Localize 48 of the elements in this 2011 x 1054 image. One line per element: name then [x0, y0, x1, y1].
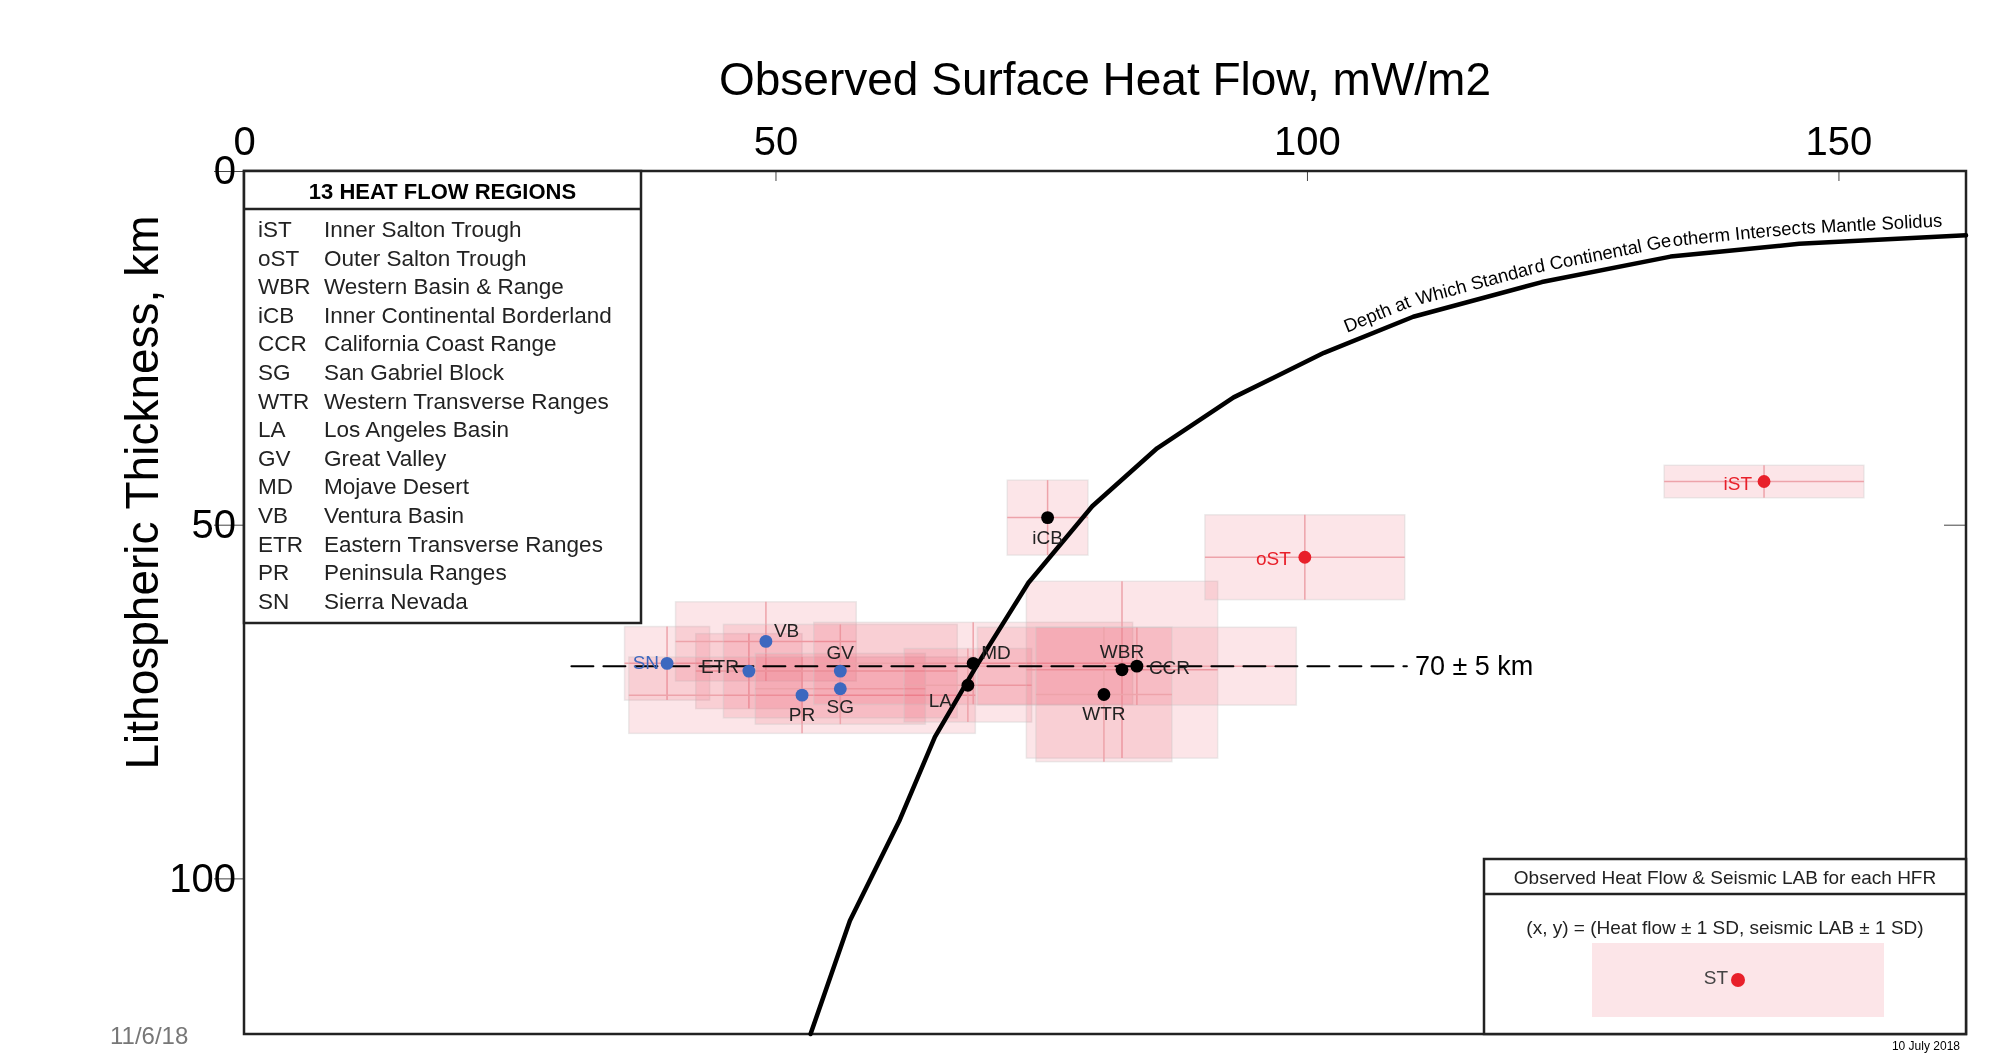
data-label: WBR [1099, 640, 1145, 662]
x-tick-label: 100 [1274, 119, 1341, 163]
x-tick-label: 50 [753, 119, 799, 163]
text: GV Great Valley [258, 445, 447, 471]
text: SN Sierra Nevada [258, 588, 468, 614]
text: PR Peninsula Ranges [258, 560, 507, 586]
data-label: LA [928, 690, 953, 712]
point [961, 678, 975, 692]
x-axis-title: Observed Surface Heat Flow, mW/m2 [718, 53, 1492, 105]
point [833, 682, 847, 696]
text: 11/6/18 [110, 1022, 189, 1049]
data-label: iST [1723, 472, 1753, 494]
annotation: Observed Heat Flow & Seismic LAB for each HFR [1513, 867, 1937, 888]
x-tick-label: 150 [1805, 119, 1873, 163]
point [1041, 511, 1055, 525]
y-tick-label: 50 [191, 501, 236, 546]
annotation: ETR Eastern Transverse Ranges [258, 531, 603, 557]
y-tick-label: 100 [169, 855, 236, 900]
text: 10 July 2018 [1891, 1039, 1961, 1053]
series-label: 70 ± 5 km [1414, 651, 1534, 682]
data-label: WTR [1082, 703, 1126, 725]
annotation: CCR California Coast Range [258, 331, 557, 357]
text: LA Los Angeles Basin [258, 417, 510, 443]
annotation: 13 HEAT FLOW REGIONS [308, 179, 577, 204]
text: SG San Gabriel Block [258, 360, 505, 385]
point [966, 656, 980, 670]
point [742, 664, 756, 678]
text: iST Inner Salton Trough [258, 217, 522, 242]
annotation: WTR Western Transverse Ranges [258, 388, 609, 414]
annotation: oST Outer Salton Trough [258, 245, 527, 271]
data-label: GV [826, 642, 855, 664]
y-axis-title: Lithospheric Thickness, km [116, 215, 168, 770]
text: iCB Inner Continental Borderland [258, 302, 612, 328]
data-label: oST [1255, 548, 1292, 570]
data-label: PR [788, 704, 816, 726]
data-label: iCB [1032, 526, 1063, 548]
annotation: WBR Western Basin & Range [258, 274, 564, 300]
text: VB Ventura Basin [258, 503, 465, 528]
annotation: (x, y) = (Heat flow ± 1 SD, seismic LAB ± 1 SD) [1526, 917, 1924, 938]
text: MD Mojave Desert [258, 474, 470, 500]
data-label: SG [826, 695, 855, 717]
point [833, 664, 847, 678]
point [1757, 475, 1771, 488]
annotation: ST [1703, 967, 1729, 988]
point [660, 656, 674, 670]
point [795, 688, 809, 702]
point [759, 634, 773, 648]
data-label: VB [773, 620, 800, 642]
